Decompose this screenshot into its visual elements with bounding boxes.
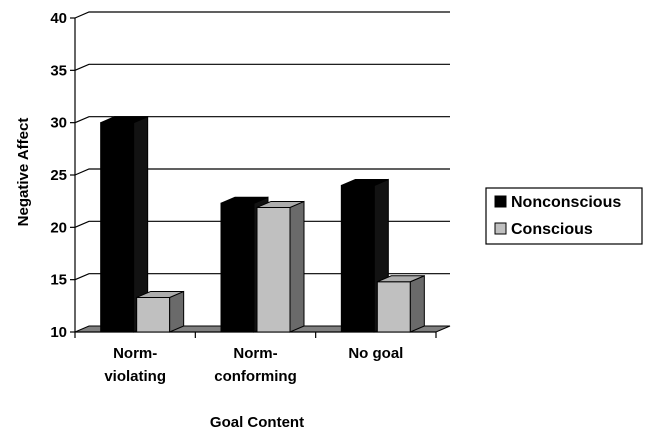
x-tick-label: Norm-conforming (214, 345, 297, 385)
y-axis-title: Negative Affect (15, 118, 32, 227)
bar-front (136, 296, 171, 333)
y-axis: 10 15 20 25 30 35 40 (50, 10, 75, 341)
gridline (74, 168, 450, 176)
bar-conscious-2 (376, 275, 425, 333)
bar-side (289, 200, 305, 333)
bar-top (341, 178, 389, 186)
y-tick-label: 20 (50, 219, 67, 236)
bar-front (376, 281, 411, 333)
legend-swatch-nonconscious (494, 195, 507, 208)
y-tick-label: 10 (50, 324, 67, 341)
gridline (74, 220, 450, 228)
x-tick-label: Norm-violating (104, 345, 166, 385)
bar-front (100, 122, 135, 333)
bars (100, 115, 425, 333)
y-tick-label: 40 (50, 10, 67, 27)
bar-top (220, 196, 269, 204)
x-axis: Norm-violating Norm-conforming No goal (74, 332, 437, 385)
bar-side (409, 275, 425, 333)
bar-conscious-1 (256, 200, 305, 333)
y-tick-label: 25 (50, 167, 67, 184)
legend-swatch-conscious (494, 222, 507, 235)
gridline (74, 116, 450, 124)
y-tick-label: 35 (50, 62, 67, 79)
legend-label-nonconscious: Nonconscious (511, 194, 621, 211)
gridline (74, 273, 450, 281)
bar-front (340, 184, 375, 333)
bar-top (100, 116, 148, 124)
bar-top (256, 200, 305, 208)
x-tick-label: No goal (348, 345, 403, 362)
y-tick-label: 30 (50, 115, 67, 132)
y-tick-label: 15 (50, 272, 67, 289)
bar-conscious-0 (136, 290, 185, 333)
bar-top (136, 290, 184, 298)
legend-label-conscious: Conscious (511, 221, 593, 238)
bar-side (169, 290, 185, 333)
bar-nonconscious-0 (100, 115, 149, 333)
gridlines (74, 11, 450, 281)
gridline (74, 11, 450, 19)
gridline (74, 63, 450, 71)
x-axis-title: Goal Content (210, 414, 304, 431)
bar-front (256, 206, 291, 333)
bar-top (377, 275, 425, 283)
legend-box (485, 187, 643, 245)
legend: Nonconscious Conscious (485, 187, 643, 245)
bar-front (220, 202, 255, 333)
